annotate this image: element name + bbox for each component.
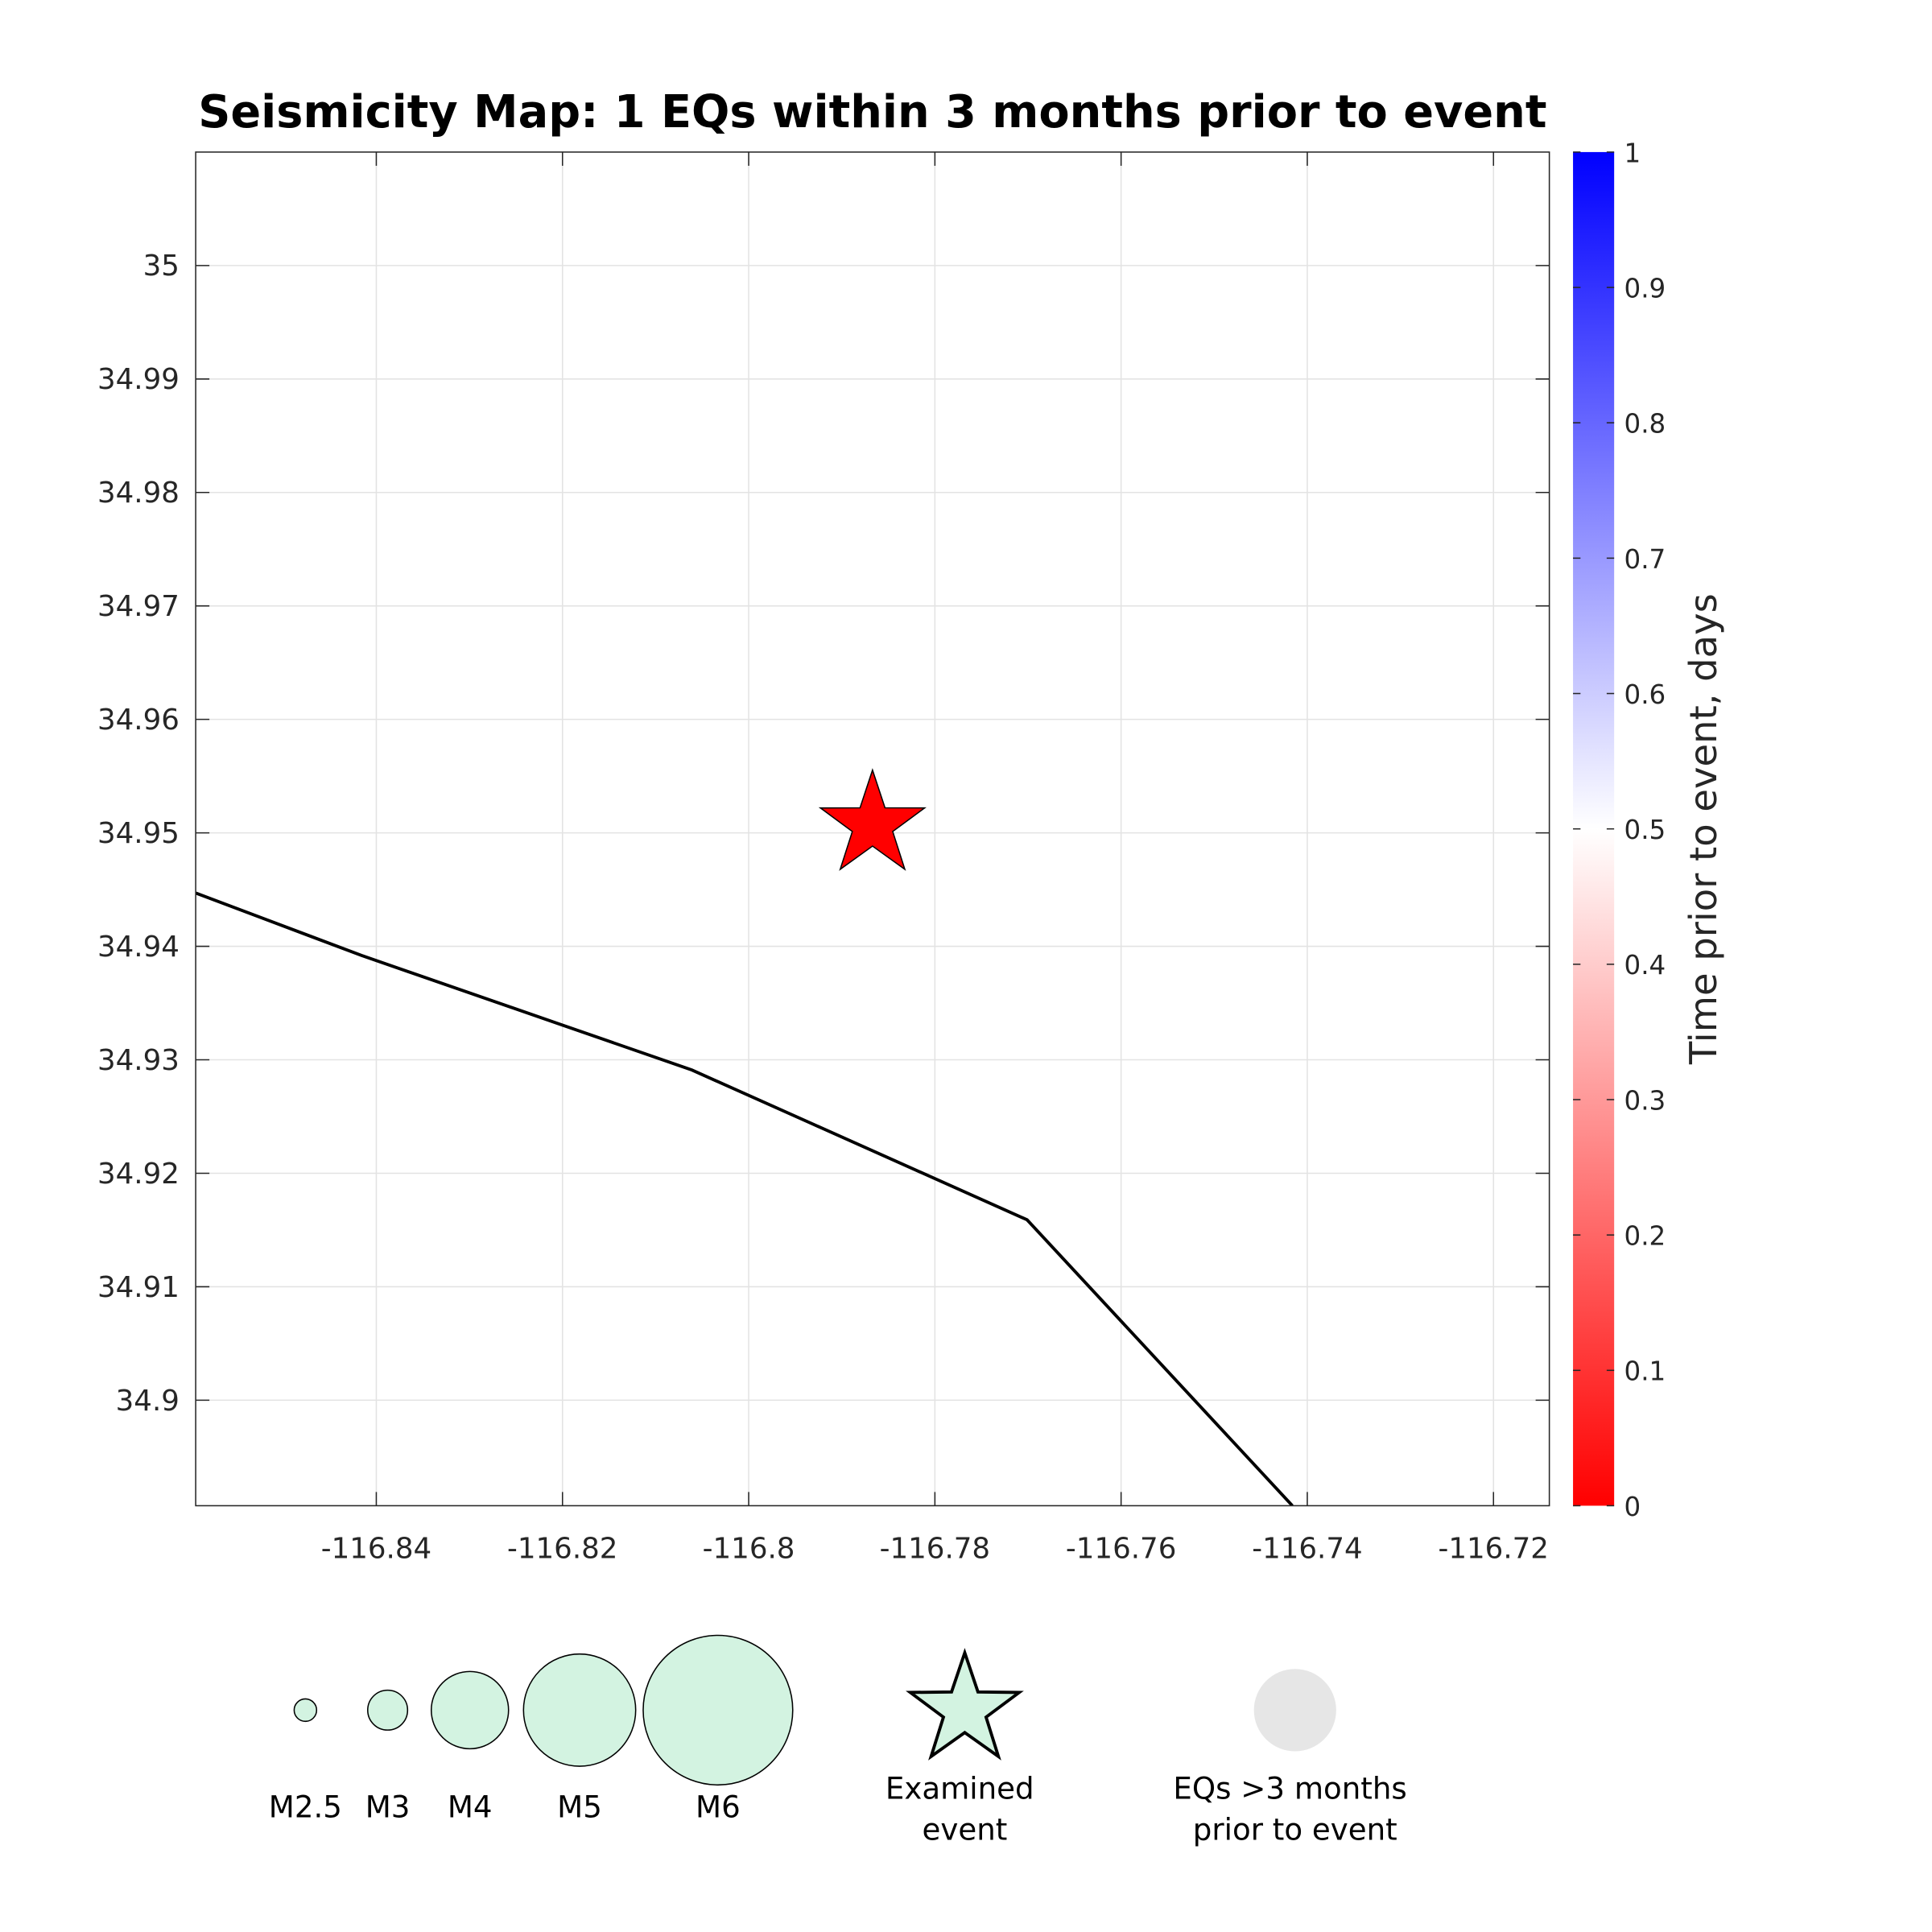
- x-tick-label: -116.84: [321, 1532, 431, 1565]
- examined-event-star: [818, 768, 927, 871]
- colorbar-label: Time prior to event, days: [1682, 593, 1725, 1065]
- colorbar-tick-label: 0.1: [1624, 1356, 1666, 1387]
- y-tick-label: 35: [143, 250, 180, 283]
- legend-magnitude-circle: [293, 1698, 318, 1723]
- colorbar-tick-label: 1: [1624, 138, 1641, 168]
- x-tick-label: -116.76: [1066, 1532, 1176, 1565]
- y-tick-label: 34.9: [116, 1385, 180, 1418]
- legend-magnitude-circle: [430, 1670, 510, 1750]
- legend-magnitude-circle: [642, 1634, 794, 1786]
- colorbar-tick-label: 0: [1624, 1492, 1641, 1522]
- x-tick-label: -116.72: [1439, 1532, 1549, 1565]
- y-tick-label: 34.92: [97, 1158, 180, 1191]
- grid: [196, 151, 1550, 1506]
- legend-old-eq-circle: [1253, 1669, 1336, 1752]
- x-tick-label: -116.82: [507, 1532, 617, 1565]
- y-tick-label: 34.95: [97, 817, 180, 850]
- legend-magnitude-circle: [522, 1653, 637, 1767]
- colorbar-tick-label: 0.2: [1624, 1221, 1666, 1252]
- y-tick-label: 34.91: [97, 1271, 180, 1304]
- legend-old-eq-label: EQs >3 months: [1173, 1771, 1406, 1806]
- x-tick-label: -116.8: [703, 1532, 795, 1565]
- plot-frame: [195, 151, 1550, 1507]
- legend-examined-label: event: [923, 1812, 1008, 1847]
- legend-magnitude-label: M2.5: [269, 1790, 342, 1825]
- colorbar-tick-label: 0.3: [1624, 1085, 1666, 1116]
- y-tick-label: 34.98: [97, 477, 180, 510]
- legend-magnitude-circle: [367, 1689, 409, 1731]
- colorbar-tick-label: 0.4: [1624, 950, 1666, 980]
- colorbar-tick-label: 0.7: [1624, 544, 1666, 575]
- colorbar-tick-label: 0.5: [1624, 815, 1666, 845]
- colorbar-tick-label: 0.8: [1624, 409, 1666, 440]
- y-tick-label: 34.94: [97, 931, 180, 964]
- legend-old-eq-label: prior to event: [1193, 1812, 1397, 1847]
- legend-magnitude-label: M5: [557, 1790, 602, 1825]
- legend-examined-star-icon: [906, 1648, 1024, 1761]
- y-tick-label: 34.93: [97, 1044, 180, 1077]
- y-tick-label: 34.99: [97, 363, 180, 396]
- y-tick-label: 34.97: [97, 590, 180, 623]
- colorbar-tick-label: 0.6: [1624, 679, 1666, 710]
- legend-examined-label: Examined: [886, 1771, 1034, 1806]
- fault-trace-line: [196, 891, 1294, 1506]
- y-tick-label: 34.96: [97, 704, 180, 737]
- chart-title: Seismicity Map: 1 EQs within 3 months pr…: [198, 86, 1546, 138]
- x-tick-label: -116.78: [880, 1532, 990, 1565]
- legend-magnitude-label: M6: [696, 1790, 741, 1825]
- legend-magnitude-label: M3: [365, 1790, 411, 1825]
- colorbar-tick-label: 0.9: [1624, 273, 1666, 303]
- x-tick-label: -116.74: [1252, 1532, 1362, 1565]
- legend-magnitude-label: M4: [448, 1790, 493, 1825]
